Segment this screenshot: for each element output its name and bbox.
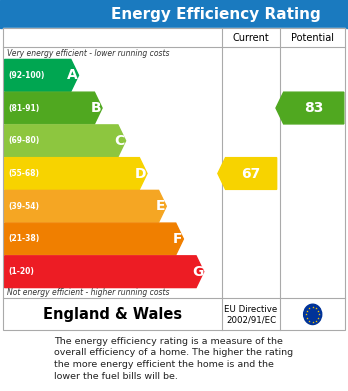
- Text: E: E: [155, 199, 165, 213]
- Bar: [3, 28, 345, 47]
- Text: Energy Efficiency Rating: Energy Efficiency Rating: [111, 7, 321, 22]
- Text: (39-54): (39-54): [9, 202, 40, 211]
- Text: (92-100): (92-100): [9, 71, 45, 80]
- Bar: [3, 28, 345, 330]
- Bar: [3, 298, 345, 330]
- Polygon shape: [5, 190, 166, 222]
- Polygon shape: [5, 92, 102, 124]
- Text: Very energy efficient - lower running costs: Very energy efficient - lower running co…: [7, 49, 169, 58]
- Text: (21-38): (21-38): [9, 235, 40, 244]
- Text: F: F: [172, 232, 182, 246]
- Text: C: C: [114, 134, 125, 148]
- Text: (69-80): (69-80): [9, 136, 40, 145]
- Text: D: D: [135, 167, 147, 181]
- Text: A: A: [67, 68, 78, 83]
- Polygon shape: [5, 223, 183, 255]
- Text: Current: Current: [233, 32, 269, 43]
- Text: B: B: [90, 101, 101, 115]
- Text: (81-91): (81-91): [9, 104, 40, 113]
- Text: (55-68): (55-68): [9, 169, 40, 178]
- Text: 67: 67: [242, 167, 261, 181]
- Text: G: G: [192, 265, 203, 279]
- Polygon shape: [5, 59, 79, 91]
- Bar: [3, 47, 222, 298]
- Text: EU Directive
2002/91/EC: EU Directive 2002/91/EC: [224, 305, 278, 324]
- Text: 83: 83: [304, 101, 323, 115]
- Polygon shape: [5, 256, 204, 288]
- Circle shape: [304, 304, 322, 325]
- Polygon shape: [5, 158, 147, 189]
- Text: The energy efficiency rating is a measure of the
overall efficiency of a home. T: The energy efficiency rating is a measur…: [54, 337, 294, 381]
- Polygon shape: [276, 92, 344, 124]
- Text: Potential: Potential: [291, 32, 334, 43]
- Text: (1-20): (1-20): [9, 267, 34, 276]
- Polygon shape: [5, 125, 126, 157]
- Text: England & Wales: England & Wales: [43, 307, 182, 322]
- Text: Not energy efficient - higher running costs: Not energy efficient - higher running co…: [7, 288, 169, 297]
- Bar: [0, 0, 348, 28]
- Polygon shape: [218, 158, 277, 189]
